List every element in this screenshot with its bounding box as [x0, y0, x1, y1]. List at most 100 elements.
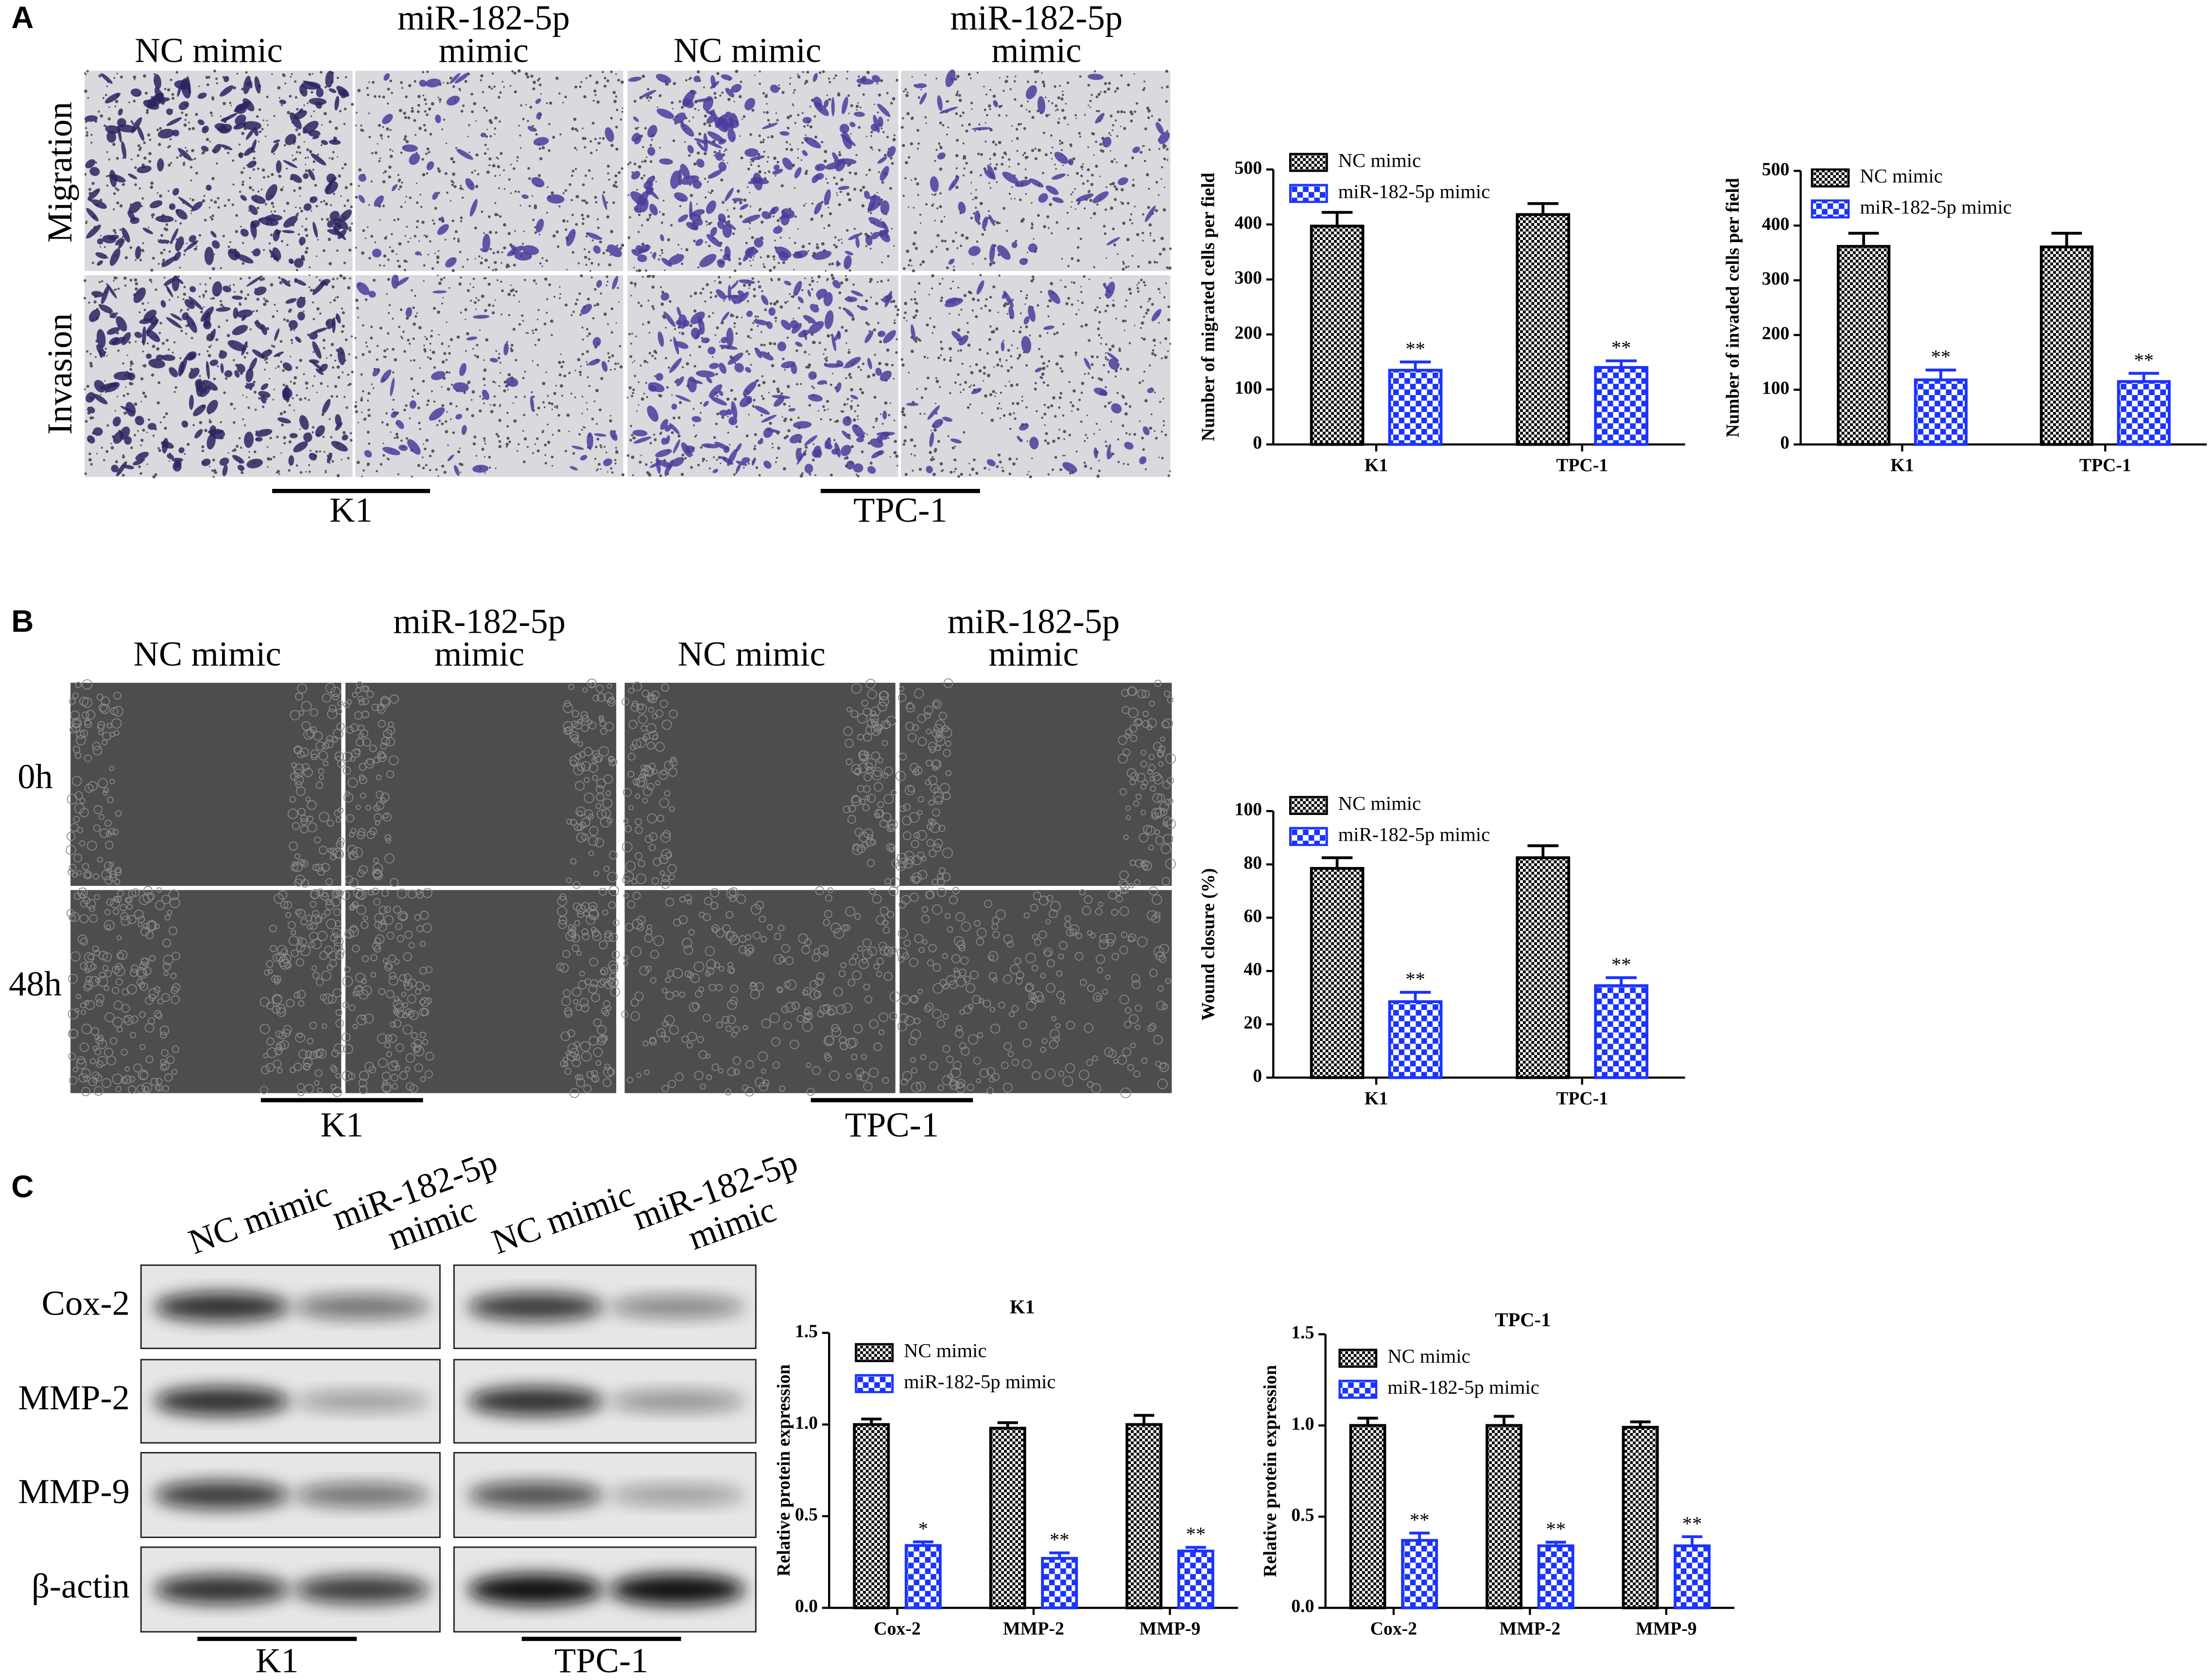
pore	[629, 438, 632, 442]
pore	[862, 363, 865, 365]
pore	[276, 469, 280, 473]
pore	[924, 74, 927, 76]
pore	[1169, 247, 1172, 250]
pore	[311, 210, 312, 212]
pore	[1154, 391, 1156, 394]
pore	[312, 169, 314, 171]
pore	[383, 254, 387, 258]
pore	[938, 282, 941, 285]
pore	[646, 156, 648, 158]
pore	[651, 285, 655, 289]
pore	[1028, 110, 1031, 113]
pore	[160, 234, 163, 237]
pore	[582, 217, 585, 220]
pore	[122, 394, 125, 397]
pore	[1162, 247, 1166, 251]
pore	[209, 216, 212, 219]
cell	[782, 157, 793, 170]
pore	[510, 289, 513, 293]
cell	[880, 166, 889, 181]
cell	[872, 75, 881, 83]
pore	[282, 383, 285, 386]
pore	[238, 143, 241, 146]
pore	[292, 155, 294, 156]
cell	[273, 139, 280, 143]
pore	[459, 187, 463, 190]
pore	[209, 111, 213, 115]
pore	[469, 283, 471, 285]
pore	[484, 443, 486, 445]
pore	[848, 171, 852, 174]
pore	[866, 136, 868, 138]
pore	[1046, 384, 1050, 387]
pore	[599, 137, 601, 139]
pore	[372, 387, 375, 389]
pore	[632, 388, 635, 391]
cell	[522, 245, 539, 255]
pore	[423, 234, 425, 236]
pore	[610, 331, 613, 334]
pore	[1071, 191, 1074, 193]
pore	[983, 167, 986, 171]
pore	[143, 309, 146, 312]
pore	[1120, 201, 1122, 203]
pore	[490, 404, 491, 406]
pore	[130, 365, 132, 367]
pore	[500, 372, 501, 374]
pore	[738, 262, 742, 265]
pore	[129, 381, 133, 385]
pore	[361, 411, 363, 414]
pore	[759, 70, 761, 73]
pore	[622, 107, 623, 109]
cell	[717, 221, 725, 229]
cell	[415, 251, 421, 256]
pore	[708, 244, 711, 247]
cell	[290, 173, 302, 183]
pore	[299, 398, 302, 401]
cell	[154, 74, 161, 89]
pore	[850, 445, 854, 449]
pore	[716, 459, 718, 461]
cell	[1052, 173, 1066, 180]
pore	[308, 286, 311, 288]
pore	[396, 435, 399, 439]
pore	[459, 89, 461, 91]
pore	[304, 228, 308, 232]
pore	[1157, 118, 1161, 122]
pore	[984, 394, 987, 398]
pore	[107, 117, 111, 121]
pore	[681, 332, 685, 335]
cell	[316, 87, 324, 98]
pore	[762, 397, 765, 400]
pore	[762, 381, 766, 384]
pore	[191, 127, 195, 130]
pore	[188, 127, 191, 131]
pore	[1110, 421, 1112, 423]
pore	[1031, 457, 1033, 459]
pore	[156, 347, 160, 351]
pore	[269, 436, 272, 440]
pore	[941, 277, 944, 280]
pore	[426, 113, 429, 116]
pore	[726, 162, 728, 164]
pore	[1122, 319, 1125, 323]
pore	[1125, 266, 1128, 269]
pore	[295, 269, 298, 272]
cell	[449, 72, 461, 84]
pore	[471, 390, 475, 394]
pore	[870, 212, 872, 214]
pore	[527, 120, 529, 122]
pore	[805, 80, 809, 84]
pore	[227, 198, 230, 202]
pore	[995, 143, 998, 146]
cell	[105, 125, 121, 134]
pore	[712, 312, 714, 314]
pore	[908, 206, 910, 208]
pore	[984, 467, 986, 470]
pore	[689, 324, 693, 328]
pore	[1134, 206, 1136, 208]
pore	[720, 321, 724, 325]
pore	[462, 265, 464, 268]
pore	[917, 338, 921, 341]
